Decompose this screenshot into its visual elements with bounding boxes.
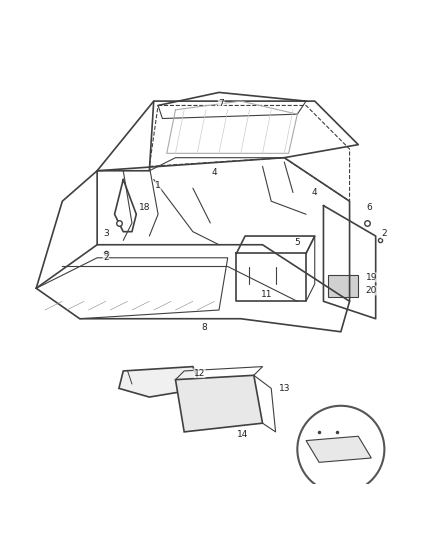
Text: 2: 2	[381, 229, 387, 238]
Text: 11: 11	[261, 290, 272, 300]
Polygon shape	[176, 375, 262, 432]
Text: 17: 17	[335, 456, 346, 465]
Text: 14: 14	[237, 430, 249, 439]
Text: 8: 8	[201, 323, 207, 332]
Text: 16: 16	[300, 430, 312, 439]
Text: 19: 19	[366, 273, 377, 282]
Text: 4: 4	[312, 188, 318, 197]
Circle shape	[297, 406, 385, 493]
Text: 2: 2	[356, 469, 361, 478]
Text: 5: 5	[294, 238, 300, 247]
Text: 15: 15	[342, 434, 353, 443]
Text: 21: 21	[361, 445, 373, 454]
Polygon shape	[119, 367, 201, 397]
Text: 18: 18	[139, 203, 151, 212]
Text: 1: 1	[155, 181, 161, 190]
Text: 7: 7	[218, 99, 224, 108]
Text: 3: 3	[103, 229, 109, 238]
Text: 13: 13	[279, 384, 290, 393]
Text: 20: 20	[366, 286, 377, 295]
Text: 6: 6	[366, 203, 372, 212]
Bar	[328, 275, 358, 297]
Text: 2: 2	[103, 253, 109, 262]
Polygon shape	[306, 436, 371, 462]
Text: 12: 12	[194, 369, 205, 377]
Text: 4: 4	[212, 168, 217, 177]
